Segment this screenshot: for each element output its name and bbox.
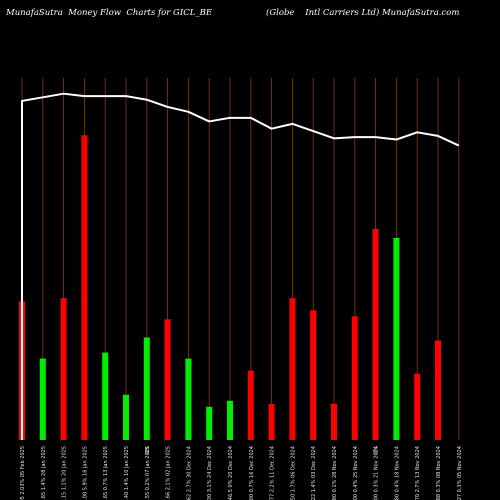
x-tick-label: 44.15 1.1% 20 Jan 2025 <box>62 446 68 500</box>
bar <box>435 340 441 440</box>
bar <box>102 352 109 440</box>
x-tick-label: 46.00 0.4% 25 Nov 2024 <box>353 446 359 500</box>
price-line <box>21 92 460 440</box>
x-tick-label: 44.55 0.2% 07 Jan 2025 <box>145 446 151 500</box>
x-tick-label: 44.65 0.7% 13 Jan 2025 <box>103 446 109 500</box>
x-tick-label: 47.27 0.3% 05 Nov 2024 <box>457 446 463 500</box>
bar <box>123 394 129 440</box>
bar <box>372 228 379 440</box>
x-tick-label: 0% <box>374 446 380 454</box>
x-tick-label: 45.77 2.2% 11 Dec 2024 <box>270 446 276 500</box>
x-tick-label: 44.70 2.7% 13 Nov 2024 <box>415 446 421 500</box>
x-tick-label: 46.30 3.1% 24 Dec 2024 <box>207 446 213 500</box>
bar <box>81 135 88 441</box>
x-tick-label: 45.22 1.4% 03 Dec 2024 <box>311 446 317 500</box>
bar <box>247 370 254 440</box>
bar <box>39 358 46 440</box>
chart-subtitle: (Globe Intl Carriers Ltd) MunafaSutra.co… <box>266 8 460 18</box>
bar <box>227 400 233 440</box>
x-tick-label: 44.00 5.9% 16 Jan 2025 <box>82 446 88 500</box>
x-tick-label: 44.80 0.1% 28 Nov 2024 <box>332 446 338 500</box>
bar <box>164 319 171 440</box>
x-tick-label: 0% <box>145 446 151 454</box>
bar <box>289 298 296 440</box>
x-tick-label: 46.50 1.7% 06 Dec 2024 <box>290 446 296 500</box>
bar <box>185 358 192 440</box>
x-tick-label: 45.80 0.4% 18 Nov 2024 <box>394 446 400 500</box>
x-tick-label: 46.00 0.3% 21 Nov 2024 <box>374 446 380 500</box>
bar <box>206 406 213 440</box>
bar <box>268 403 275 440</box>
x-tick-label: 45.66 2.1% 02 Jan 2025 <box>166 446 172 500</box>
x-tick-label: 44.40 1.4% 10 Jan 2025 <box>124 446 130 500</box>
x-tick-label: 46.00 0.7% 16 Dec 2024 <box>249 446 255 500</box>
bar <box>414 373 421 440</box>
x-tick-label: 46.88 0.3% 08 Nov 2024 <box>436 446 442 500</box>
chart-title: MunafaSutra Money Flow Charts for GICL_B… <box>6 8 213 18</box>
bar <box>60 298 67 440</box>
bar <box>310 310 317 440</box>
x-tick-label: 43.05 2.03% 05 Feb 2025 <box>20 446 26 500</box>
bar <box>143 337 150 440</box>
x-tick-label: 46.5 0% 20 Dec 2024 <box>228 446 234 500</box>
bar <box>393 237 400 440</box>
x-tick-label: 44.62 2.7% 30 Dec 2024 <box>186 446 192 500</box>
x-tick-label: 43.65 1.4% 28 Jan 2025 <box>41 446 47 500</box>
bar <box>331 403 337 440</box>
bar <box>351 316 358 440</box>
